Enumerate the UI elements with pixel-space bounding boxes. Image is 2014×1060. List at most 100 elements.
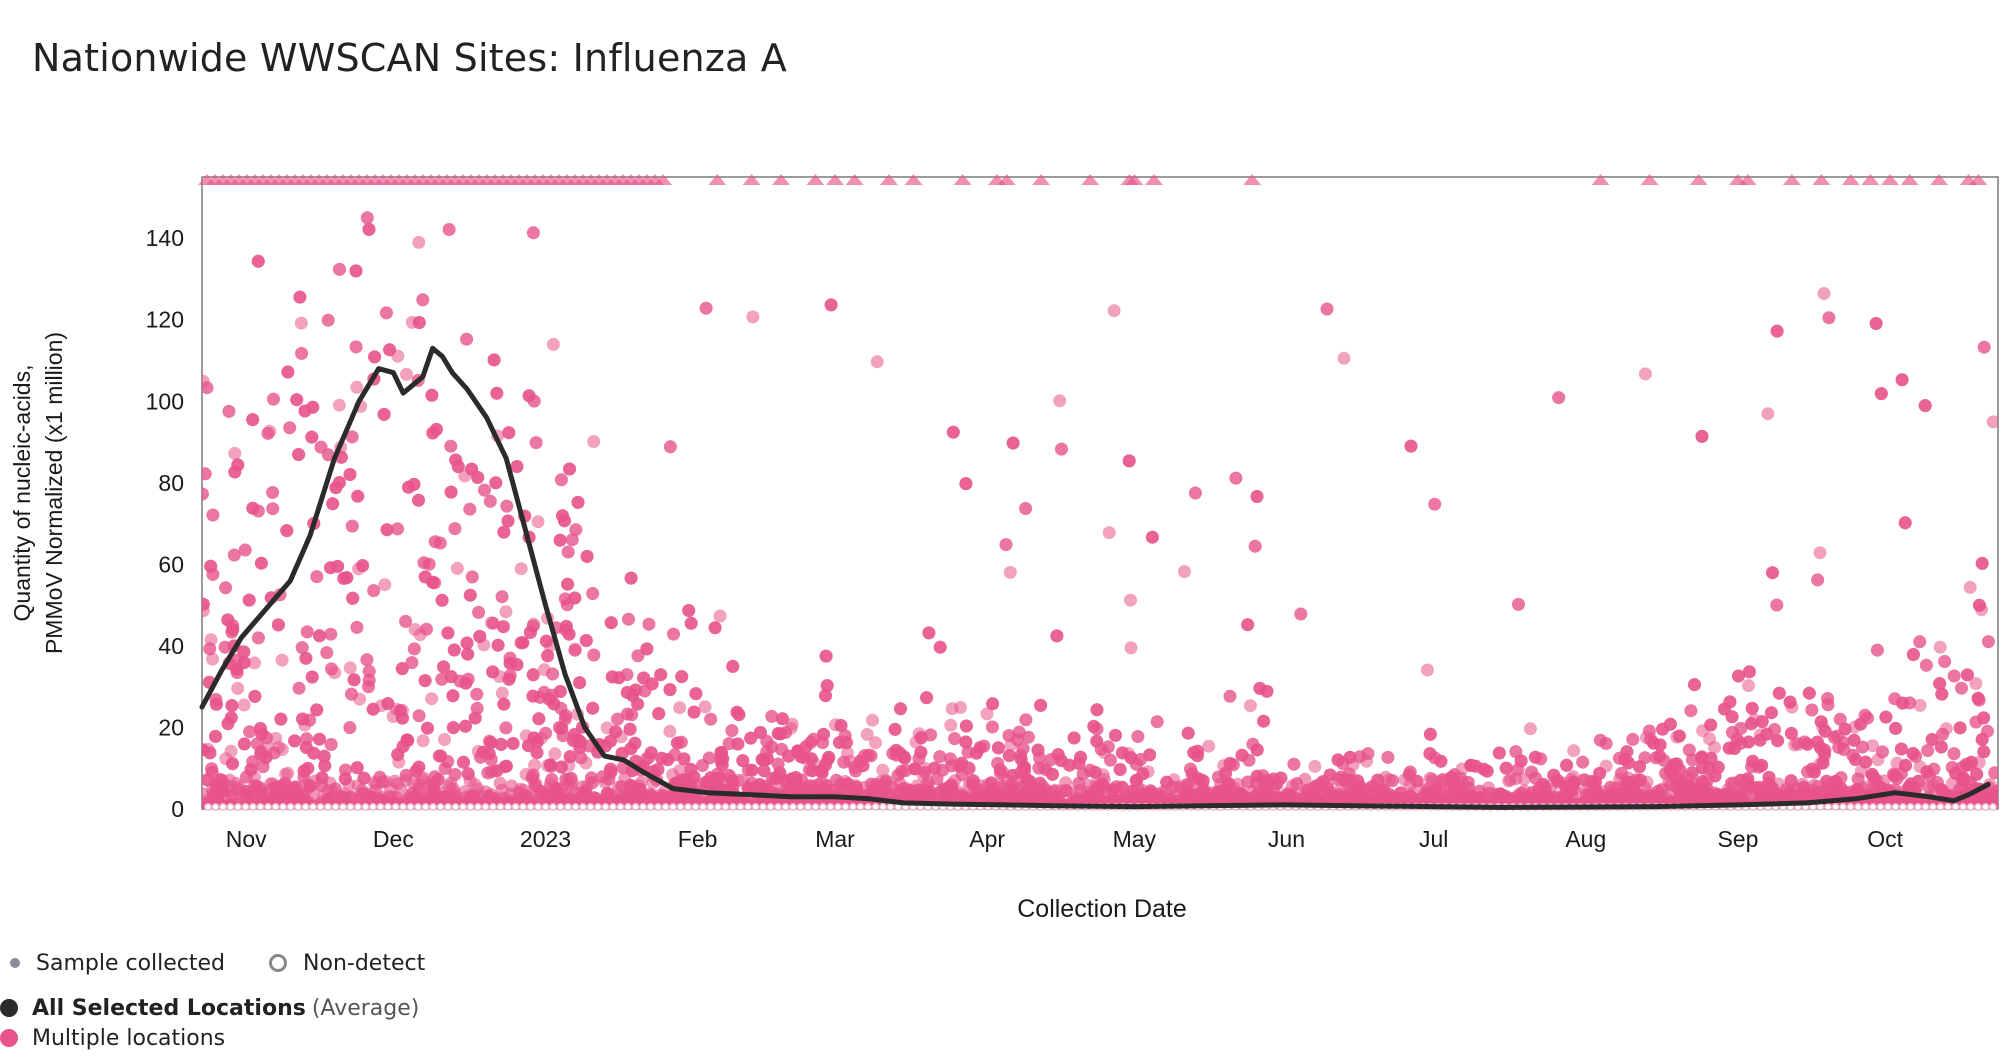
scatter-point	[499, 605, 513, 619]
scatter-point	[1822, 311, 1836, 325]
scatter-point	[1811, 573, 1825, 587]
scatter-point	[202, 597, 210, 611]
scatter-point	[661, 753, 675, 767]
scatter-point	[418, 674, 432, 688]
scatter-point	[1250, 769, 1264, 783]
scatter-point	[426, 426, 440, 440]
scatter-point	[301, 761, 315, 775]
scatter-point	[393, 704, 407, 718]
scatter-point	[368, 350, 382, 364]
scatter-point	[463, 588, 477, 602]
scatter-point	[325, 662, 338, 676]
scatter-point	[246, 413, 260, 427]
scatter-point	[1019, 713, 1033, 727]
scatter-point	[1107, 304, 1121, 318]
scatter-point	[510, 460, 524, 473]
scatter-point	[1386, 774, 1400, 788]
scatter-point	[407, 477, 421, 491]
scatter-point	[1492, 746, 1506, 760]
scatter-point	[1766, 566, 1779, 580]
scatter-point	[494, 737, 508, 751]
scatter-point	[1704, 751, 1718, 765]
scatter-point	[228, 446, 242, 460]
scatter-point	[819, 689, 832, 703]
scatter-point	[1576, 755, 1590, 769]
scatter-point	[1320, 302, 1334, 316]
scatter-point	[495, 686, 509, 700]
scatter-point	[313, 732, 326, 746]
scatter-point	[435, 593, 449, 607]
scatter-point	[1599, 737, 1613, 750]
scatter-point	[1428, 497, 1442, 511]
scatter-point	[1708, 741, 1721, 754]
scatter-point	[1243, 699, 1257, 713]
scatter-point	[281, 365, 295, 379]
scatter-point	[1638, 367, 1652, 381]
scatter-point	[1124, 641, 1138, 655]
scatter-point	[1343, 750, 1357, 764]
scatter-point	[1977, 711, 1991, 725]
scatter-point	[914, 745, 928, 759]
scatter-point	[227, 548, 241, 562]
scatter-point	[631, 649, 645, 663]
scatter-point	[460, 332, 474, 346]
scatter-point	[1869, 317, 1883, 330]
scatter-point	[478, 483, 491, 497]
scatter-point	[571, 495, 585, 509]
scatter-point	[242, 593, 256, 607]
scatter-point	[805, 764, 819, 778]
scatter-point	[775, 712, 789, 726]
scatter-point	[1274, 771, 1288, 785]
scatter-point	[563, 750, 577, 764]
scatter-point	[732, 708, 746, 722]
scatter-point	[1859, 755, 1873, 769]
scatter-point	[675, 670, 689, 684]
scatter-point	[704, 712, 718, 726]
scatter-point	[1012, 725, 1026, 739]
scatter-point	[483, 494, 497, 508]
scatter-point	[203, 746, 217, 760]
scatter-point	[293, 290, 307, 304]
scatter-point	[1936, 727, 1949, 741]
scatter-point	[820, 679, 834, 693]
scatter-point	[299, 741, 313, 754]
scatter-point	[959, 719, 973, 733]
scatter-point	[1188, 486, 1202, 500]
scatter-point	[946, 425, 960, 439]
scatter-point	[526, 226, 540, 240]
scatter-point	[1821, 692, 1835, 705]
scatter-point	[1688, 678, 1701, 692]
scatter-point	[250, 737, 264, 751]
scatter-point	[745, 763, 759, 777]
scatter-point	[561, 577, 575, 591]
scatter-point	[1178, 565, 1191, 579]
scatter-point	[1934, 740, 1948, 754]
scatter-point	[731, 737, 745, 751]
scatter-point	[202, 467, 212, 481]
scatter-point	[1055, 442, 1068, 456]
scatter-point	[1918, 399, 1932, 413]
scatter-point	[274, 712, 288, 726]
scatter-point	[708, 621, 722, 635]
scatter-point	[587, 435, 601, 448]
scatter-point	[412, 493, 425, 507]
scatter-point	[458, 719, 472, 733]
scatter-point	[243, 725, 257, 739]
scatter-point	[1002, 749, 1016, 763]
scatter-point	[1953, 721, 1967, 735]
scatter-point	[470, 687, 484, 701]
scatter-point	[444, 670, 458, 684]
scatter-point	[484, 736, 498, 750]
scatter-point	[238, 543, 252, 557]
scatter-point	[526, 668, 540, 682]
scatter-point	[1002, 729, 1016, 743]
scatter-point	[1963, 580, 1977, 594]
scatter-point	[1685, 766, 1699, 780]
scatter-point	[933, 640, 947, 654]
scatter-point	[580, 549, 594, 563]
scatter-point	[670, 736, 684, 750]
scatter-point	[1960, 668, 1974, 682]
scatter-point	[259, 751, 273, 764]
scatter-point	[1838, 722, 1852, 736]
scatter-point	[343, 468, 357, 481]
